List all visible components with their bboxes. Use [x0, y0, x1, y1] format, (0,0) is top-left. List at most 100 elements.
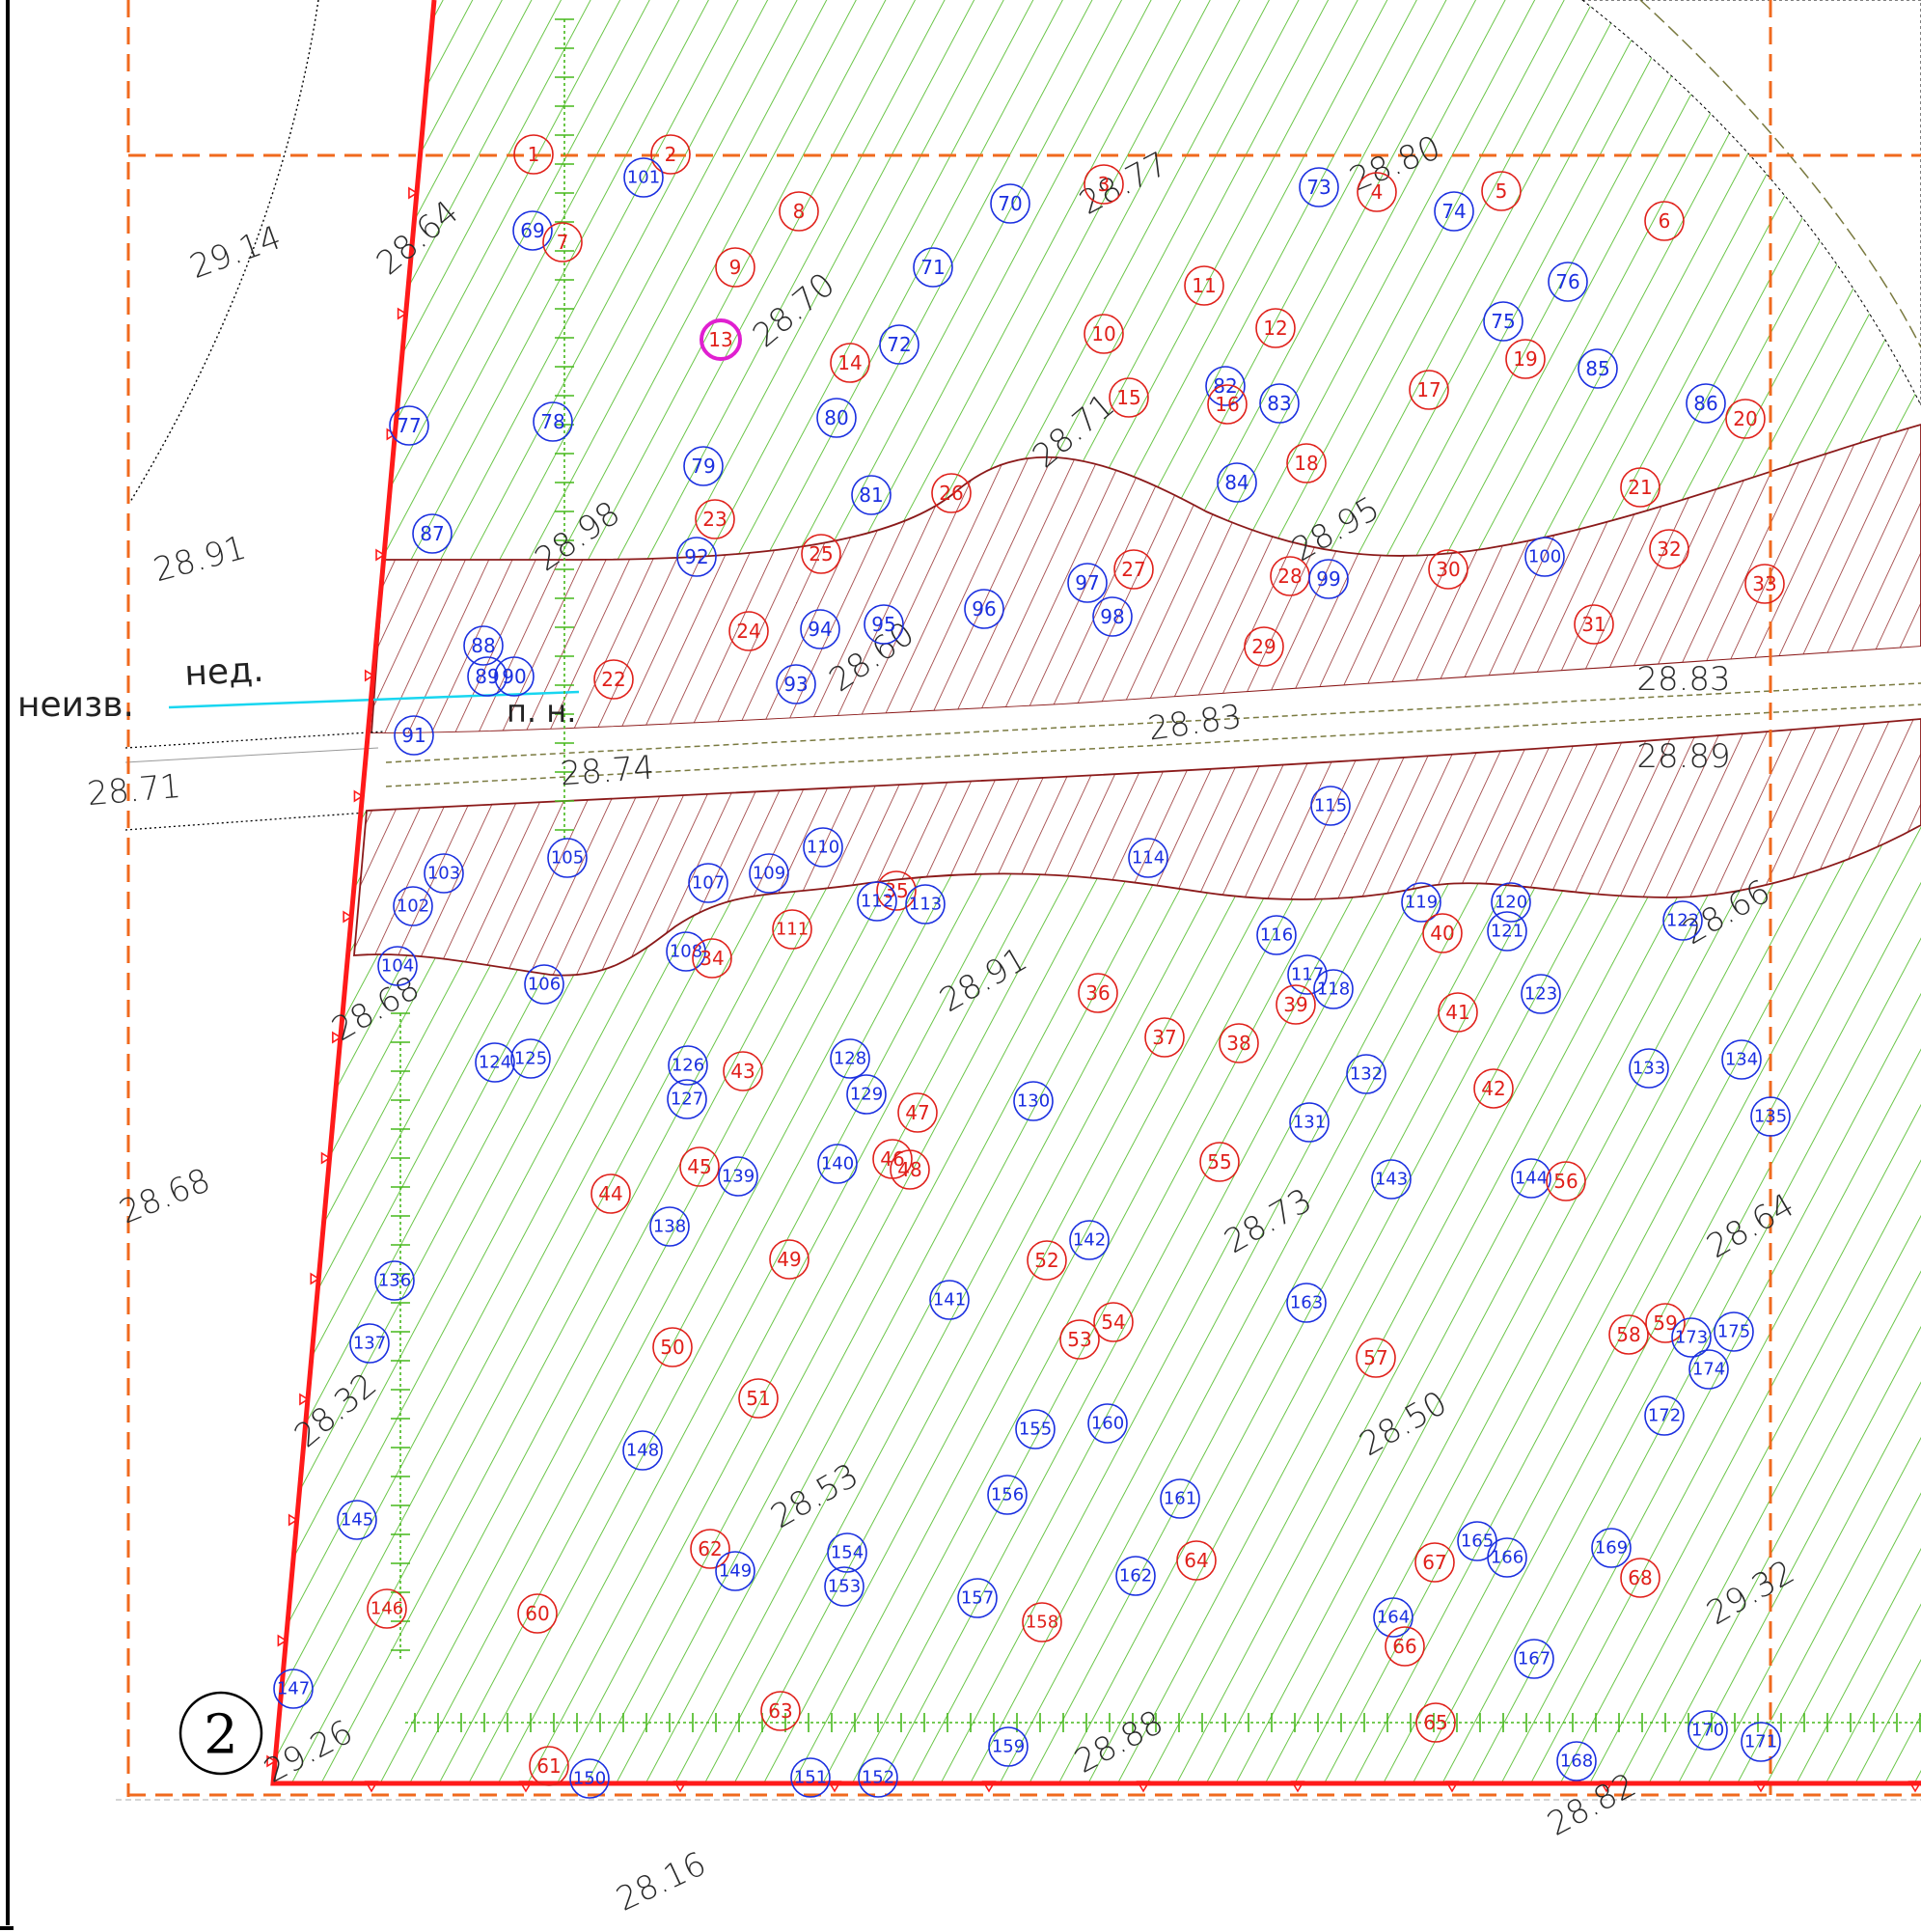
- point-marker[interactable]: 30: [1428, 549, 1468, 590]
- point-marker[interactable]: 45: [679, 1146, 720, 1187]
- point-marker[interactable]: 40: [1422, 913, 1463, 953]
- point-marker[interactable]: 104: [377, 946, 418, 986]
- point-marker[interactable]: 17: [1409, 370, 1449, 410]
- point-marker[interactable]: 120: [1491, 882, 1531, 923]
- point-marker[interactable]: 56: [1546, 1161, 1586, 1201]
- point-marker[interactable]: 4: [1357, 172, 1397, 212]
- point-marker[interactable]: 153: [824, 1566, 864, 1607]
- point-marker[interactable]: 106: [524, 964, 564, 1005]
- point-marker[interactable]: 108: [666, 931, 706, 972]
- point-marker[interactable]: 156: [987, 1475, 1028, 1515]
- point-marker[interactable]: 11: [1184, 265, 1224, 306]
- point-marker[interactable]: 86: [1686, 383, 1726, 424]
- point-marker[interactable]: 168: [1556, 1741, 1597, 1781]
- point-marker[interactable]: 57: [1356, 1338, 1396, 1378]
- point-marker[interactable]: 92: [676, 537, 717, 577]
- point-marker[interactable]: 23: [695, 499, 735, 539]
- point-marker[interactable]: 148: [622, 1430, 663, 1471]
- point-marker[interactable]: 63: [760, 1691, 801, 1731]
- point-marker[interactable]: 5: [1481, 171, 1522, 211]
- point-marker[interactable]: 52: [1027, 1240, 1067, 1281]
- point-marker[interactable]: 32: [1649, 529, 1689, 569]
- point-marker[interactable]: 164: [1373, 1597, 1413, 1638]
- point-marker[interactable]: 151: [790, 1757, 831, 1798]
- point-marker[interactable]: 95: [864, 604, 904, 645]
- point-marker[interactable]: 101: [623, 157, 664, 198]
- point-marker[interactable]: 47: [897, 1092, 938, 1133]
- point-marker[interactable]: 14: [830, 343, 870, 383]
- point-marker[interactable]: 27: [1113, 549, 1154, 590]
- point-marker[interactable]: 85: [1578, 348, 1618, 389]
- point-marker[interactable]: 128: [830, 1038, 870, 1079]
- point-marker[interactable]: 31: [1574, 604, 1614, 645]
- point-marker[interactable]: 113: [905, 884, 946, 925]
- point-marker[interactable]: 49: [769, 1239, 810, 1280]
- point-marker[interactable]: 84: [1217, 462, 1257, 503]
- point-marker[interactable]: 166: [1487, 1537, 1527, 1578]
- point-marker[interactable]: 141: [929, 1280, 970, 1320]
- point-marker[interactable]: 147: [273, 1669, 314, 1709]
- point-marker[interactable]: 129: [846, 1074, 887, 1115]
- point-marker[interactable]: 33: [1744, 564, 1785, 604]
- point-marker[interactable]: 8: [779, 191, 819, 232]
- point-marker[interactable]: 145: [337, 1500, 377, 1540]
- point-marker[interactable]: 161: [1160, 1478, 1200, 1519]
- point-marker[interactable]: 97: [1067, 563, 1108, 603]
- point-marker[interactable]: 6: [1644, 201, 1685, 241]
- point-marker[interactable]: 139: [718, 1156, 758, 1197]
- point-marker[interactable]: 12: [1255, 308, 1296, 348]
- point-marker[interactable]: 75: [1483, 301, 1523, 342]
- point-marker[interactable]: 36: [1078, 973, 1118, 1013]
- point-marker[interactable]: 136: [374, 1260, 415, 1301]
- point-marker[interactable]: 143: [1371, 1159, 1412, 1200]
- point-marker[interactable]: 41: [1438, 992, 1478, 1033]
- point-marker[interactable]: 24: [728, 611, 769, 651]
- point-marker[interactable]: 150: [569, 1758, 610, 1799]
- point-marker[interactable]: 10: [1084, 314, 1124, 354]
- point-marker[interactable]: 68: [1620, 1558, 1660, 1598]
- point-marker[interactable]: 21: [1620, 467, 1660, 508]
- point-marker[interactable]: 93: [776, 664, 816, 704]
- point-marker[interactable]: 18: [1286, 443, 1327, 483]
- point-marker[interactable]: 138: [649, 1206, 690, 1247]
- point-marker[interactable]: 29: [1244, 626, 1284, 667]
- point-marker[interactable]: 39: [1276, 984, 1316, 1025]
- point-marker[interactable]: 125: [510, 1038, 551, 1079]
- point-marker[interactable]: 19: [1505, 339, 1546, 379]
- point-marker[interactable]: 55: [1199, 1142, 1240, 1182]
- point-marker[interactable]: 103: [424, 853, 464, 894]
- point-marker[interactable]: 174: [1688, 1349, 1729, 1390]
- point-marker[interactable]: 170: [1688, 1710, 1728, 1751]
- point-marker[interactable]: 74: [1434, 191, 1474, 232]
- point-marker[interactable]: 90: [494, 656, 535, 697]
- point-marker[interactable]: 98: [1092, 596, 1133, 637]
- point-marker[interactable]: 149: [715, 1551, 755, 1591]
- point-marker[interactable]: 25: [801, 534, 841, 574]
- point-marker[interactable]: 34: [692, 938, 732, 979]
- point-marker[interactable]: 114: [1128, 838, 1168, 878]
- point-marker[interactable]: 140: [817, 1144, 858, 1184]
- point-marker[interactable]: 102: [393, 886, 433, 926]
- point-marker[interactable]: 61: [529, 1746, 569, 1786]
- point-marker[interactable]: 171: [1741, 1722, 1781, 1762]
- point-marker[interactable]: 117: [1287, 954, 1328, 995]
- point-marker[interactable]: 167: [1514, 1639, 1554, 1679]
- point-marker[interactable]: 130: [1013, 1081, 1054, 1121]
- point-marker[interactable]: 16: [1207, 384, 1248, 425]
- point-marker[interactable]: 1: [513, 134, 554, 175]
- point-marker[interactable]: 134: [1721, 1039, 1762, 1080]
- point-marker[interactable]: 132: [1346, 1054, 1386, 1094]
- point-marker[interactable]: 43: [723, 1051, 763, 1091]
- point-marker[interactable]: 115: [1310, 786, 1351, 826]
- point-marker[interactable]: 48: [890, 1149, 930, 1190]
- point-marker[interactable]: 159: [988, 1726, 1029, 1767]
- point-marker[interactable]: 110: [803, 827, 843, 868]
- point-marker[interactable]: 122: [1662, 900, 1703, 941]
- point-marker[interactable]: 88: [463, 625, 504, 666]
- point-marker[interactable]: 78: [533, 401, 573, 442]
- point-marker[interactable]: 2: [650, 134, 691, 175]
- point-marker[interactable]: 126: [668, 1045, 708, 1086]
- point-marker[interactable]: 3: [1084, 164, 1124, 205]
- point-marker[interactable]: 154: [827, 1532, 867, 1573]
- point-marker[interactable]: 96: [964, 589, 1004, 629]
